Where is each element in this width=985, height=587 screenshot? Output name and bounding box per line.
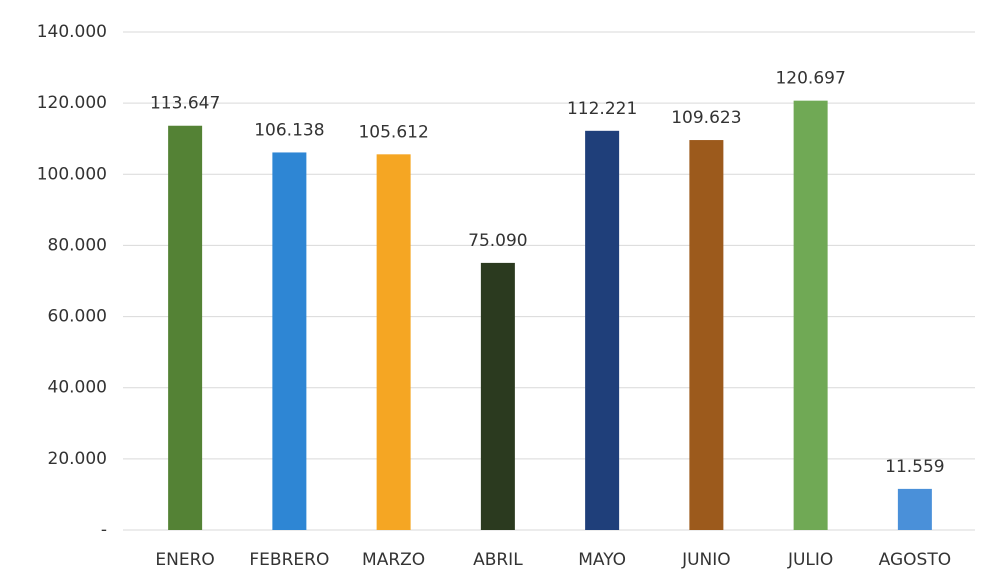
x-tick-label: JUNIO xyxy=(681,550,731,570)
x-tick-label: FEBRERO xyxy=(249,550,329,570)
value-label: 75.090 xyxy=(468,231,527,251)
x-tick-label: AGOSTO xyxy=(879,550,951,570)
y-tick-label: 20.000 xyxy=(48,449,107,469)
y-tick-label: 140.000 xyxy=(37,22,107,42)
value-label: 11.559 xyxy=(885,457,944,477)
y-tick-label: 40.000 xyxy=(48,378,107,398)
x-tick-label: ENERO xyxy=(155,550,214,570)
value-label: 112.221 xyxy=(567,99,637,119)
y-tick-label: - xyxy=(101,520,107,540)
bar xyxy=(793,100,828,531)
value-label: 109.623 xyxy=(671,108,741,128)
bar xyxy=(585,130,620,530)
x-tick-label: ABRIL xyxy=(473,550,523,570)
bar xyxy=(897,488,932,530)
y-tick-label: 80.000 xyxy=(48,235,107,255)
value-label: 106.138 xyxy=(254,120,324,140)
bar xyxy=(272,152,307,530)
value-label: 105.612 xyxy=(358,122,428,142)
x-tick-label: MARZO xyxy=(362,550,425,570)
bar xyxy=(480,262,515,530)
bar xyxy=(376,154,411,530)
y-tick-label: 120.000 xyxy=(37,93,107,113)
value-label: 120.697 xyxy=(775,69,845,89)
y-tick-label: 100.000 xyxy=(37,164,107,184)
y-tick-label: 60.000 xyxy=(48,307,107,327)
x-tick-label: MAYO xyxy=(578,550,626,570)
bar xyxy=(168,125,203,530)
value-label: 113.647 xyxy=(150,94,220,114)
bar xyxy=(689,140,724,530)
x-tick-label: JULIO xyxy=(787,550,833,570)
